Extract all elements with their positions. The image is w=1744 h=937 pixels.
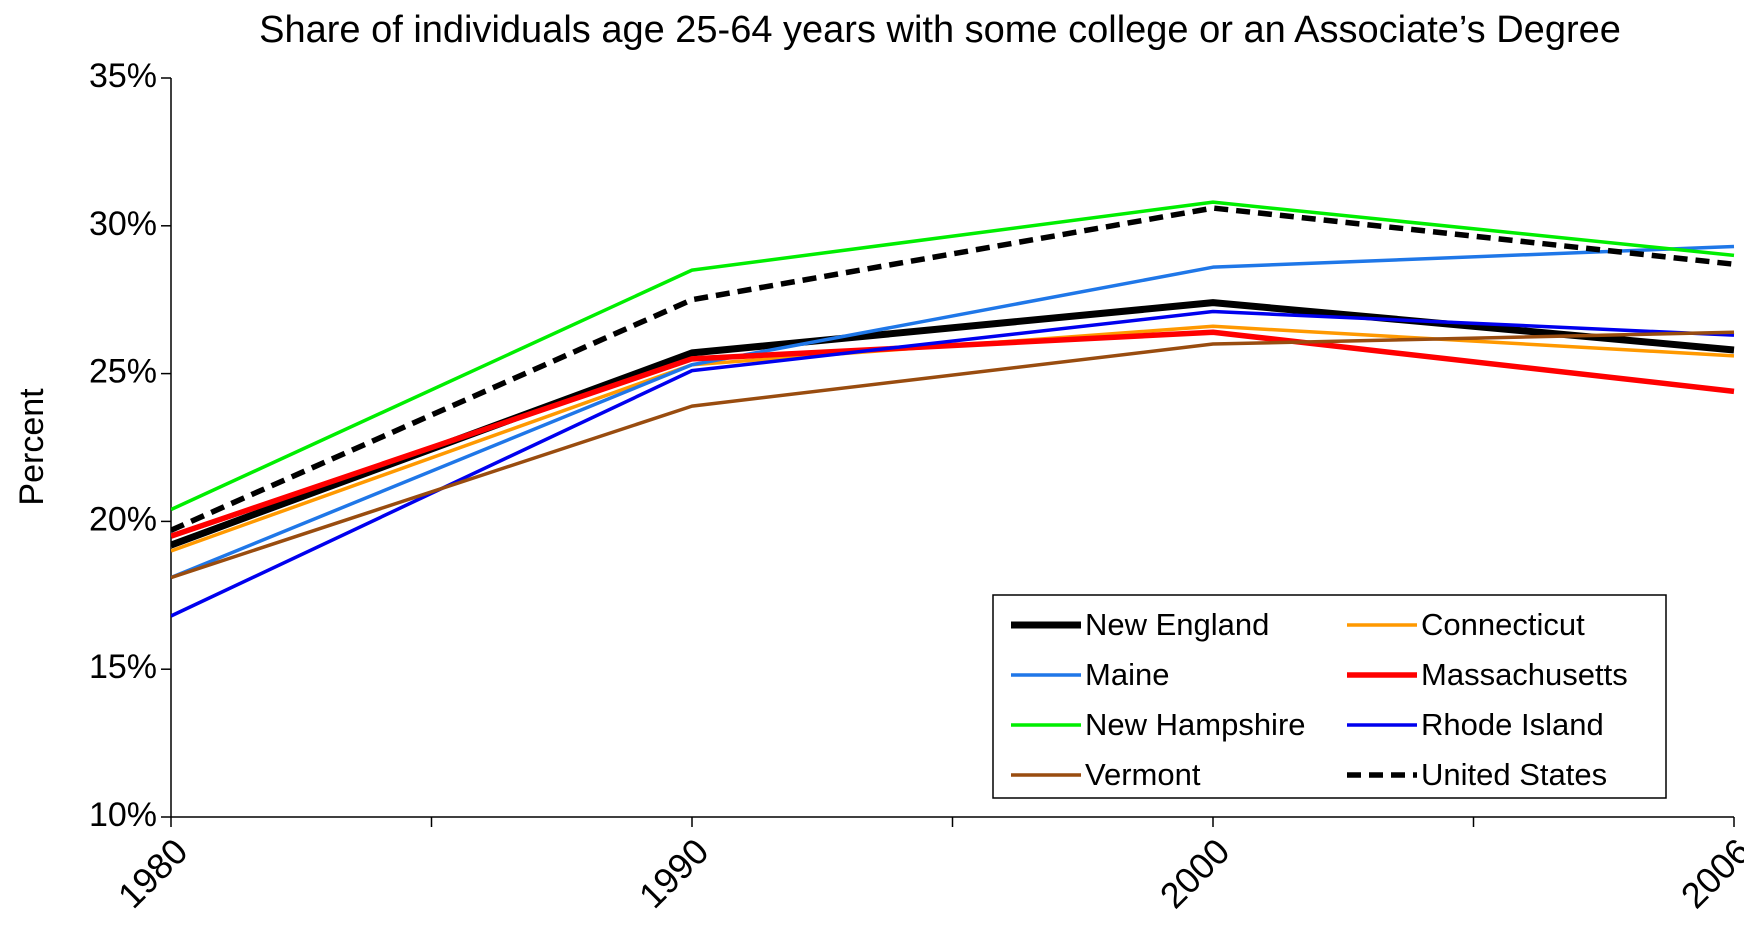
- y-tick-label: 25%: [89, 353, 157, 391]
- legend-label: Massachusetts: [1421, 657, 1628, 692]
- y-tick-label: 30%: [89, 205, 157, 243]
- series-line: [171, 330, 1735, 580]
- chart-title: Share of individuals age 25-64 years wit…: [259, 9, 1621, 51]
- x-tick-label: 2000: [1152, 830, 1238, 916]
- series-line: [171, 244, 1735, 580]
- series-line: [171, 200, 1735, 512]
- y-tick-label: 20%: [89, 500, 157, 538]
- legend-label: United States: [1421, 757, 1607, 792]
- series-line: [171, 324, 1735, 553]
- y-tick-label: 10%: [89, 796, 157, 834]
- series-line: [171, 309, 1735, 618]
- y-tick-label: 35%: [89, 57, 157, 95]
- legend-label: Maine: [1085, 657, 1169, 692]
- legend-label: New England: [1085, 607, 1269, 642]
- legend-label: Vermont: [1085, 757, 1201, 792]
- x-tick-label: 1980: [110, 830, 196, 916]
- legend-box: [992, 594, 1667, 799]
- series-line: [171, 329, 1735, 539]
- x-tick-label: 1990: [631, 830, 717, 916]
- x-tick-label: 2006: [1673, 830, 1744, 916]
- y-tick-label: 15%: [89, 648, 157, 686]
- legend-label: New Hampshire: [1085, 707, 1306, 742]
- legend-label: Connecticut: [1421, 607, 1585, 642]
- legend-label: Rhode Island: [1421, 707, 1604, 742]
- y-axis-label: Percent: [13, 388, 51, 506]
